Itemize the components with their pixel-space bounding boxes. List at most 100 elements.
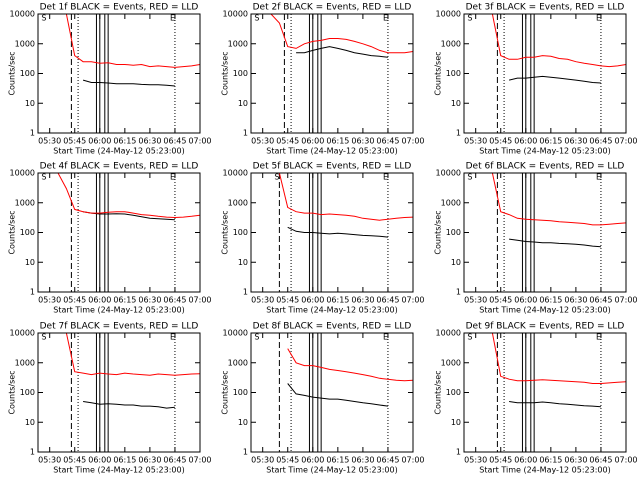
marker-label: E	[170, 14, 175, 23]
x-tick-label: 06:30	[351, 456, 374, 465]
y-tick-label: 10	[238, 258, 248, 267]
y-tick-label: 100	[233, 69, 248, 78]
x-tick-label: 06:45	[163, 456, 186, 465]
x-tick-label: 06:15	[326, 137, 349, 146]
x-tick-label: 06:45	[589, 456, 612, 465]
series-line	[287, 226, 388, 238]
y-tick-label: 1	[456, 448, 461, 457]
plot-frame	[463, 13, 627, 134]
series-line	[296, 46, 388, 58]
y-tick-label: 1000	[441, 39, 461, 48]
series-line	[278, 172, 414, 221]
y-tick-label: 10000	[436, 10, 461, 19]
y-tick-label: 1000	[441, 198, 461, 207]
x-tick-label: 05:30	[251, 137, 274, 146]
marker-label: S	[41, 333, 46, 342]
plot-frame	[37, 172, 201, 293]
marker-label: E	[170, 333, 175, 342]
x-tick-label: 05:45	[276, 296, 299, 305]
series-line	[509, 401, 601, 408]
panel-title: Det 4f BLACK = Events, RED = LLD	[40, 162, 199, 172]
x-tick-label: 05:45	[276, 137, 299, 146]
x-tick-label: 07:00	[401, 456, 424, 465]
x-tick-label: 06:30	[564, 456, 587, 465]
marker-label: S	[254, 14, 259, 23]
marker-label: S	[467, 173, 472, 182]
x-axis-title: Start Time (24-May-12 05:23:00)	[266, 466, 397, 475]
series-line	[83, 211, 175, 221]
x-tick-label: 07:00	[188, 456, 211, 465]
plot-frame	[37, 13, 201, 134]
x-tick-label: 06:00	[88, 137, 111, 146]
panel-title: Det 1f BLACK = Events, RED = LLD	[40, 3, 199, 13]
y-tick-label: 1000	[15, 39, 35, 48]
series-line	[82, 79, 175, 87]
x-axis-title: Start Time (24-May-12 05:23:00)	[53, 306, 184, 315]
x-tick-label: 06:15	[539, 137, 562, 146]
x-axis-title: Start Time (24-May-12 05:23:00)	[479, 147, 610, 156]
x-tick-label: 07:00	[614, 456, 637, 465]
x-tick-label: 05:45	[63, 296, 86, 305]
marker-label: E	[596, 14, 601, 23]
panel-title: Det 9f BLACK = Events, RED = LLD	[466, 322, 625, 332]
y-tick-label: 10	[451, 99, 461, 108]
x-tick-label: 05:30	[38, 296, 61, 305]
x-tick-label: 06:15	[113, 296, 136, 305]
x-tick-label: 05:30	[38, 137, 61, 146]
x-axis-title: Start Time (24-May-12 05:23:00)	[53, 466, 184, 475]
y-tick-label: 10000	[223, 169, 248, 178]
y-tick-label: 100	[233, 388, 248, 397]
x-axis-title: Start Time (24-May-12 05:23:00)	[266, 147, 397, 156]
x-tick-label: 07:00	[401, 137, 424, 146]
x-tick-label: 06:30	[138, 296, 161, 305]
y-tick-label: 1000	[441, 358, 461, 367]
x-tick-label: 07:00	[188, 296, 211, 305]
y-tick-label: 1	[243, 288, 248, 297]
y-tick-label: 10000	[436, 169, 461, 178]
marker-label: E	[596, 173, 601, 182]
x-tick-label: 06:00	[514, 456, 537, 465]
y-tick-label: 1000	[228, 198, 248, 207]
x-axis-title: Start Time (24-May-12 05:23:00)	[266, 306, 397, 315]
y-tick-label: 100	[446, 388, 461, 397]
x-tick-label: 07:00	[614, 137, 637, 146]
marker-label: S	[274, 173, 279, 182]
y-axis-title: Counts/sec	[434, 370, 443, 414]
marker-label: E	[383, 14, 388, 23]
x-tick-label: 05:30	[464, 296, 487, 305]
x-tick-label: 06:45	[589, 296, 612, 305]
marker-label: E	[383, 333, 388, 342]
y-tick-label: 10000	[10, 329, 35, 338]
x-tick-label: 06:00	[301, 456, 324, 465]
x-tick-label: 06:30	[564, 137, 587, 146]
x-tick-label: 06:15	[113, 137, 136, 146]
y-tick-label: 1	[30, 129, 35, 138]
x-tick-label: 06:45	[376, 456, 399, 465]
x-tick-label: 06:30	[138, 456, 161, 465]
x-tick-label: 06:15	[539, 296, 562, 305]
x-tick-label: 06:00	[301, 137, 324, 146]
series-line	[254, 13, 414, 54]
x-tick-label: 06:00	[301, 296, 324, 305]
y-tick-label: 10	[451, 258, 461, 267]
marker-label: S	[254, 333, 259, 342]
y-axis-title: Counts/sec	[221, 210, 230, 254]
y-tick-label: 10000	[10, 10, 35, 19]
x-tick-label: 06:15	[113, 456, 136, 465]
panel-title: Det 8f BLACK = Events, RED = LLD	[253, 322, 412, 332]
y-tick-label: 1	[30, 448, 35, 457]
y-tick-label: 100	[233, 228, 248, 237]
y-tick-label: 10	[238, 99, 248, 108]
panel-title: Det 5f BLACK = Events, RED = LLD	[253, 162, 412, 172]
x-tick-label: 05:45	[276, 456, 299, 465]
x-tick-label: 05:30	[38, 456, 61, 465]
y-tick-label: 100	[446, 228, 461, 237]
x-tick-label: 05:45	[63, 456, 86, 465]
x-tick-label: 06:30	[564, 296, 587, 305]
y-tick-label: 1	[30, 288, 35, 297]
x-tick-label: 05:30	[251, 456, 274, 465]
x-tick-label: 05:45	[489, 296, 512, 305]
x-tick-label: 05:45	[63, 137, 86, 146]
